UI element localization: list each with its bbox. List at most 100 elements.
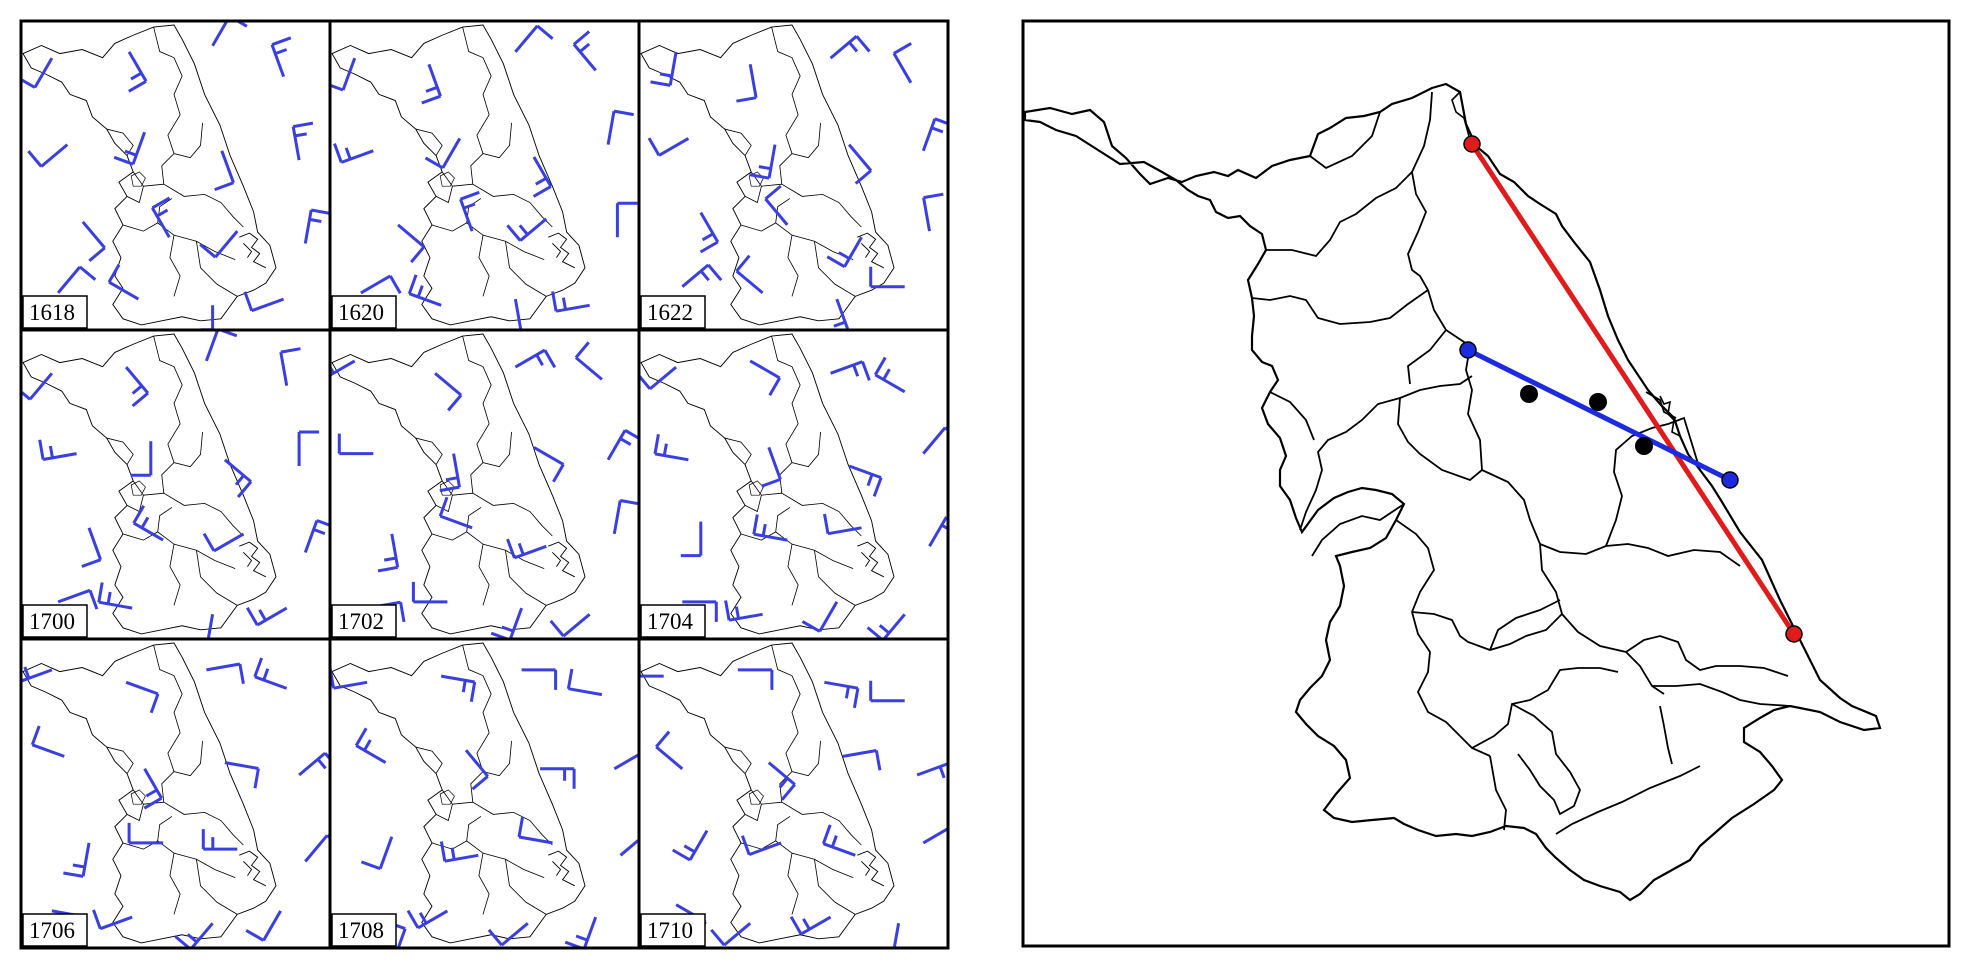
wind-barb bbox=[464, 749, 489, 791]
wind-barb bbox=[566, 668, 603, 697]
wind-barb bbox=[735, 254, 764, 295]
wind-barb bbox=[699, 211, 720, 254]
wind-barb bbox=[439, 453, 461, 493]
panel-time-label: 1706 bbox=[29, 918, 75, 943]
wind-barb bbox=[606, 109, 634, 145]
panel-label-box bbox=[22, 604, 88, 638]
wind-barb bbox=[572, 30, 597, 72]
wind-barb bbox=[459, 190, 480, 232]
panel-label-box bbox=[331, 913, 397, 947]
wind-barb bbox=[124, 366, 150, 408]
wind-barb bbox=[540, 767, 576, 789]
wind-panel-1706: 1706 bbox=[19, 637, 332, 950]
wind-barb bbox=[113, 131, 147, 166]
wind-barb bbox=[671, 829, 709, 862]
wind-barb bbox=[297, 430, 320, 466]
wind-barb bbox=[81, 220, 106, 262]
wind-barb bbox=[21, 57, 54, 89]
wind-barb bbox=[612, 499, 639, 535]
wind-barb bbox=[874, 356, 906, 394]
wind-barb bbox=[202, 532, 245, 553]
panel-label-box bbox=[640, 295, 706, 329]
wind-barb bbox=[411, 581, 448, 604]
wind-panel-1622: 1622 bbox=[637, 19, 950, 332]
wind-barb bbox=[761, 446, 782, 488]
wind-barb bbox=[606, 429, 639, 461]
wind-barb bbox=[298, 751, 330, 777]
wind-barb bbox=[360, 274, 402, 295]
wind-barb bbox=[291, 121, 314, 161]
panel-label-box bbox=[331, 295, 397, 329]
wind-barb bbox=[199, 230, 239, 259]
wind-panel-1620: 1620 bbox=[328, 19, 641, 332]
wind-barb bbox=[406, 909, 449, 930]
wind-barb bbox=[821, 824, 856, 857]
wind-barb bbox=[710, 922, 752, 947]
station-points bbox=[1520, 385, 1653, 455]
cross-section-endpoint bbox=[1721, 471, 1739, 489]
wind-barb bbox=[97, 582, 133, 610]
wind-barb bbox=[27, 143, 69, 168]
wind-barb bbox=[407, 274, 442, 307]
wind-barb bbox=[514, 348, 557, 369]
wind-barb bbox=[434, 372, 463, 412]
wind-barb bbox=[682, 600, 718, 622]
wind-barb bbox=[151, 196, 171, 239]
wind-barb bbox=[440, 674, 477, 702]
wind-barb bbox=[789, 915, 832, 936]
wind-barb bbox=[360, 836, 394, 871]
cross-section-line-1 bbox=[1469, 142, 1797, 636]
wind-panel-1618: 1618 bbox=[19, 19, 332, 332]
wind-barb bbox=[737, 668, 774, 690]
wind-barb bbox=[107, 264, 140, 301]
wind-barb bbox=[201, 829, 238, 851]
wind-barb bbox=[214, 150, 235, 192]
wind-barb bbox=[533, 446, 565, 483]
wind-barb bbox=[424, 137, 462, 170]
wind-panel-1700: 1700 bbox=[19, 328, 332, 641]
panel-label-box bbox=[22, 295, 88, 329]
wind-barb bbox=[892, 42, 913, 84]
prefecture-boundaries bbox=[1251, 91, 1791, 835]
cross-section-endpoint bbox=[1785, 625, 1803, 643]
coastline bbox=[1451, 91, 1681, 437]
wind-barb bbox=[127, 822, 164, 845]
wind-barb bbox=[521, 668, 558, 690]
wind-barb bbox=[847, 143, 873, 185]
province-boundary bbox=[1023, 82, 1882, 902]
station-point bbox=[1520, 385, 1538, 403]
wind-barb bbox=[752, 514, 788, 542]
wind-barb bbox=[801, 601, 839, 633]
wind-barb bbox=[143, 768, 163, 810]
wind-barb bbox=[38, 439, 77, 461]
wind-barb bbox=[655, 730, 684, 770]
wind-barb bbox=[81, 527, 103, 568]
panel-time-label: 1622 bbox=[647, 300, 693, 325]
wind-barb bbox=[922, 192, 944, 232]
wind-barb bbox=[223, 458, 253, 498]
wind-barb bbox=[619, 837, 639, 857]
wind-barb bbox=[892, 923, 901, 948]
wind-barb bbox=[439, 841, 479, 863]
wind-barb bbox=[647, 137, 690, 157]
wind-barb bbox=[829, 35, 871, 60]
panel-label-box bbox=[331, 604, 397, 638]
panel-time-label: 1708 bbox=[338, 918, 384, 943]
panel-time-label: 1702 bbox=[338, 609, 384, 634]
wind-barb bbox=[681, 263, 723, 288]
panel-time-label: 1620 bbox=[338, 300, 384, 325]
wind-barb bbox=[764, 184, 789, 226]
wind-barb bbox=[653, 433, 689, 462]
wind-barb bbox=[551, 291, 590, 313]
station-point bbox=[1589, 393, 1607, 411]
wind-panel-grid: 1618 1620 1622 1700 1702 1704 1706 1708 1710 bbox=[19, 19, 950, 950]
wind-panel-1708: 1708 bbox=[328, 637, 641, 950]
wind-barb bbox=[824, 680, 860, 709]
wind-barb bbox=[487, 922, 529, 947]
wind-barb bbox=[57, 588, 99, 610]
panel-frame bbox=[637, 637, 950, 950]
wind-barb bbox=[869, 266, 905, 289]
wind-barb bbox=[354, 727, 387, 764]
panel-label-box bbox=[640, 604, 706, 638]
